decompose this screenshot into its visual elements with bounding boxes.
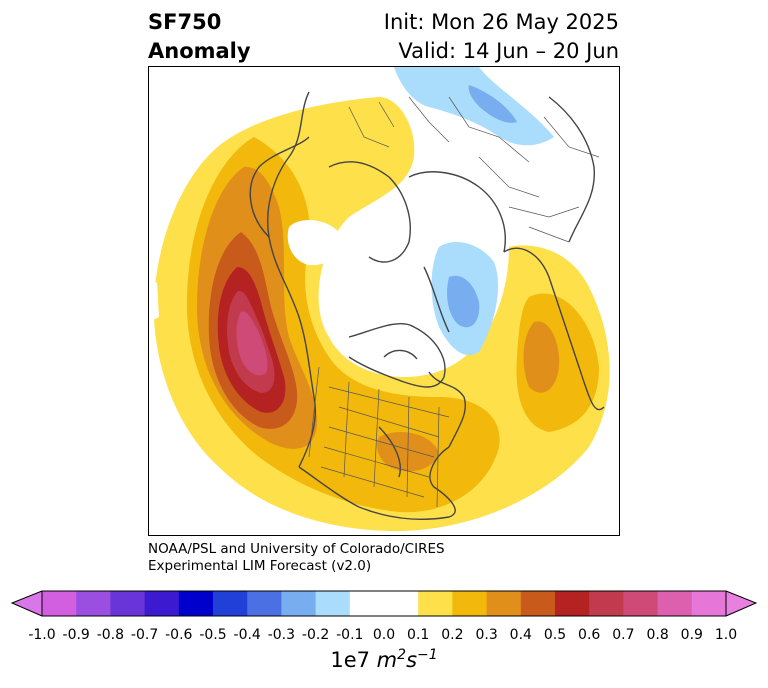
colorbar-segment [144, 591, 180, 616]
colorbar-segment [281, 591, 317, 616]
map-panel [148, 66, 620, 536]
colorbar-tick-label: -1.0 [28, 627, 56, 643]
unit-s: s [406, 648, 418, 672]
colorbar-segment [315, 591, 351, 616]
colorbar-segment [623, 591, 659, 616]
colorbar-segment [657, 591, 693, 616]
colorbar-tick-label: -0.6 [165, 627, 193, 643]
colorbar-under-outline [10, 590, 43, 617]
political-borders [308, 96, 600, 508]
colorbar-tick-label: -0.7 [130, 627, 159, 643]
credit-text: NOAA/PSL and University of Colorado/CIRE… [148, 541, 445, 575]
colorbar-tick-label: -0.1 [336, 627, 364, 643]
colorbar-under-arrow [12, 591, 42, 616]
colorbar-segment [384, 591, 419, 616]
colorbar-segment [349, 591, 385, 616]
colorbar-tick-label: -0.5 [199, 627, 227, 643]
anomaly-title: Anomaly [148, 39, 251, 63]
unit-s-exp: −1 [417, 647, 438, 663]
credit-line-2: Experimental LIM Forecast (v2.0) [148, 558, 372, 574]
colorbar-tick-label: 0.5 [543, 627, 567, 643]
colorbar-tick-label: -0.4 [233, 627, 261, 643]
colorbar-tick-label: -0.3 [267, 627, 296, 643]
unit-m: m [376, 648, 398, 672]
colorbar-tick-label: 0.7 [612, 627, 635, 643]
colorbar-tick-label: 0.9 [680, 627, 703, 643]
colorbar-tick-label: 0.8 [646, 627, 669, 643]
colorbar-segment [247, 591, 282, 616]
colorbar-segments [42, 591, 727, 616]
colorbar-segment [555, 591, 590, 616]
valid-range: Valid: 14 Jun – 20 Jun [398, 39, 619, 63]
colorbar-segment [110, 591, 146, 616]
init-date: Init: Mon 26 May 2025 [383, 10, 619, 34]
colorbar-tick-label: 0.0 [372, 627, 396, 643]
anomaly-contour-0.7 [236, 311, 268, 376]
credit-line-1: NOAA/PSL and University of Colorado/CIRE… [148, 541, 445, 557]
colorbar-segment [418, 591, 453, 616]
colorbar-segment [589, 591, 624, 616]
colorbar-tick-label: 0.6 [578, 627, 601, 643]
colorbar-segment [76, 591, 111, 616]
title-left: SF750 Anomaly [148, 8, 251, 66]
colorbar-segment [520, 591, 556, 616]
unit-base: 1e7 [330, 648, 377, 672]
colorbar-over-arrow [726, 591, 756, 616]
colorbar-outline [41, 590, 727, 617]
colorbar [10, 590, 758, 617]
coastlines [249, 91, 605, 521]
colorbar-tick-label: 1.0 [714, 627, 738, 643]
colorbar-segment [486, 591, 522, 616]
colorbar-tick-label: -0.8 [96, 627, 125, 643]
anomaly-contour-neg0.2 [447, 85, 517, 328]
unit-m-exp: 2 [397, 647, 407, 663]
colorbar-tick-label: 0.4 [509, 627, 532, 643]
colorbar-tick-labels: -1.0 -0.9 -0.8 -0.7 -0.6 -0.5 -0.4 -0.3 -0.2 -0.1… [0, 627, 768, 647]
anomaly-map [149, 67, 610, 532]
colorbar-tick-label: 0.3 [475, 627, 498, 643]
colorbar-over-outline [725, 590, 758, 617]
colorbar-segment [213, 591, 248, 616]
anomaly-contour-neg0.1 [394, 67, 554, 356]
colorbar-segment [691, 591, 727, 616]
colorbar-tick-label: -0.2 [301, 627, 330, 643]
colorbar-segment [178, 591, 214, 616]
colorbar-tick-label: 0.1 [407, 627, 430, 643]
colorbar-unit-label: 1e7 m2s−1 [0, 647, 768, 672]
colorbar-segment [42, 591, 77, 616]
colorbar-tick-label: 0.2 [441, 627, 464, 643]
title-right: Init: Mon 26 May 2025 Valid: 14 Jun – 20… [384, 8, 619, 66]
colorbar-tick-label: -0.9 [62, 627, 90, 643]
variable-title: SF750 [148, 10, 222, 34]
colorbar-segment [452, 591, 488, 616]
near-zero-region [149, 220, 340, 322]
